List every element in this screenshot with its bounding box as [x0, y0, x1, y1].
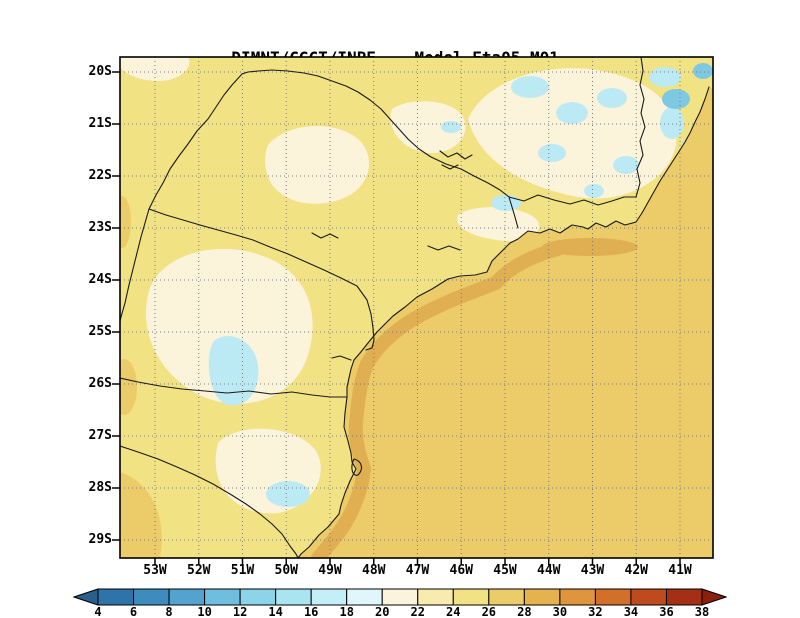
cream-patch-west-central	[145, 248, 313, 404]
colorbar-tick-label: 28	[517, 605, 532, 618]
colorbar-segment	[381, 588, 419, 606]
cream-patch-mantiqueira	[457, 207, 540, 242]
state-boundaries	[120, 57, 646, 558]
lon-label: 42W	[624, 563, 648, 578]
colorbar-tick-label: 8	[165, 605, 173, 618]
colorbar-segment	[204, 588, 241, 606]
lakes-reservoirs	[311, 150, 473, 361]
colorbar-segment	[133, 588, 170, 606]
colorbar-tick-label: 38	[694, 605, 710, 618]
lon-label: 46W	[449, 563, 473, 578]
colorbar-segment	[310, 588, 348, 606]
colorbar-tick-label: 16	[303, 605, 319, 618]
lat-label: 24S	[88, 272, 112, 287]
blue-spot-ne1	[662, 89, 690, 109]
colorbar-segment	[523, 588, 561, 606]
axis-ticks	[112, 71, 681, 565]
colorbar-tick-label: 22	[410, 605, 425, 618]
lat-label: 20S	[88, 64, 112, 79]
gold-patch-west2	[120, 196, 131, 248]
lat-label: 22S	[88, 168, 112, 183]
coastal-warm-band-rio	[542, 238, 638, 256]
lat-axis-labels: 20S 21S 22S 23S 24S 25S 26S 27S 28S 29S	[58, 57, 112, 558]
lat-label: 29S	[88, 532, 112, 547]
colorbar-tick-label: 10	[197, 605, 212, 618]
lat-label: 25S	[88, 324, 112, 339]
colorbar-segment	[594, 588, 632, 606]
colorbar-left-arrow	[73, 588, 99, 606]
colorbar-segment	[630, 588, 667, 606]
lon-label: 51W	[230, 563, 255, 578]
lon-label: 44W	[537, 563, 561, 578]
colorbar-scale	[73, 588, 727, 606]
colorbar-segment	[559, 588, 596, 606]
ocean-warm-region	[298, 87, 713, 558]
colorbar-tick-label: 36	[659, 605, 674, 618]
temperature-map	[112, 56, 714, 565]
colorbar-segment	[239, 588, 277, 606]
lon-label: 45W	[493, 563, 517, 578]
coastline	[297, 86, 710, 558]
plot-frame	[119, 56, 714, 559]
colorbar-segment	[275, 588, 312, 606]
colorbar-segment	[168, 588, 206, 606]
temperature-field	[120, 57, 713, 558]
blue-spot-ne2	[693, 63, 713, 79]
colorbar-segment	[488, 588, 525, 606]
lon-label: 41W	[668, 563, 692, 578]
colorbar-segment	[346, 588, 383, 606]
gold-patch-west	[120, 359, 137, 415]
cyan-patch-sc	[266, 481, 310, 507]
colorbar-segment	[665, 588, 703, 606]
colorbar-segment	[452, 588, 490, 606]
colorbar-legend: 4 6 8 10 12 14 16 18 20 22 24 26 28 30 32 34 36 38	[73, 588, 727, 618]
lat-label: 27S	[88, 428, 112, 443]
colorbar-tick-label: 4	[94, 605, 102, 618]
lon-axis-labels: 53W 52W 51W 50W 49W 48W 47W 46W 45W 44W 43W 42W 41W	[120, 563, 713, 581]
colorbar-right-arrow	[701, 588, 727, 606]
colorbar-tick-label: 34	[623, 605, 639, 618]
lat-label: 28S	[88, 480, 112, 495]
colorbar-tick-label: 26	[481, 605, 497, 618]
colorbar-tick-label: 24	[446, 605, 461, 618]
colorbar-segment	[97, 588, 135, 606]
lon-label: 47W	[405, 563, 430, 578]
gold-patch-sw	[120, 472, 162, 558]
grid-lines	[120, 57, 713, 558]
colorbar-tick-label: 12	[232, 605, 248, 618]
colorbar-tick-label: 6	[129, 605, 138, 618]
florianopolis-island	[351, 458, 363, 476]
colorbar-tick-labels: 4 6 8 10 12 14 16 18 20 22 24 26 28 30 32 34 36 38	[73, 605, 727, 618]
lat-label: 26S	[88, 376, 112, 391]
lon-label: 43W	[580, 563, 605, 578]
lon-label: 52W	[187, 563, 211, 578]
lon-label: 50W	[274, 563, 298, 578]
colorbar-segment	[417, 588, 454, 606]
lon-label: 49W	[318, 563, 342, 578]
lat-label: 23S	[88, 220, 112, 235]
lon-label: 53W	[143, 563, 167, 578]
cyan-patch-parana	[208, 335, 259, 406]
lon-label: 48W	[362, 563, 386, 578]
colorbar-tick-label: 30	[552, 605, 568, 618]
colorbar-tick-label: 18	[339, 605, 354, 618]
colorbar-tick-label: 14	[268, 605, 283, 618]
cream-patch-upper-center	[265, 126, 370, 204]
colorbar-tick-label: 20	[375, 605, 390, 618]
colorbar-tick-label: 32	[588, 605, 603, 618]
lat-label: 21S	[88, 116, 112, 131]
coastal-warm-band	[311, 242, 565, 558]
